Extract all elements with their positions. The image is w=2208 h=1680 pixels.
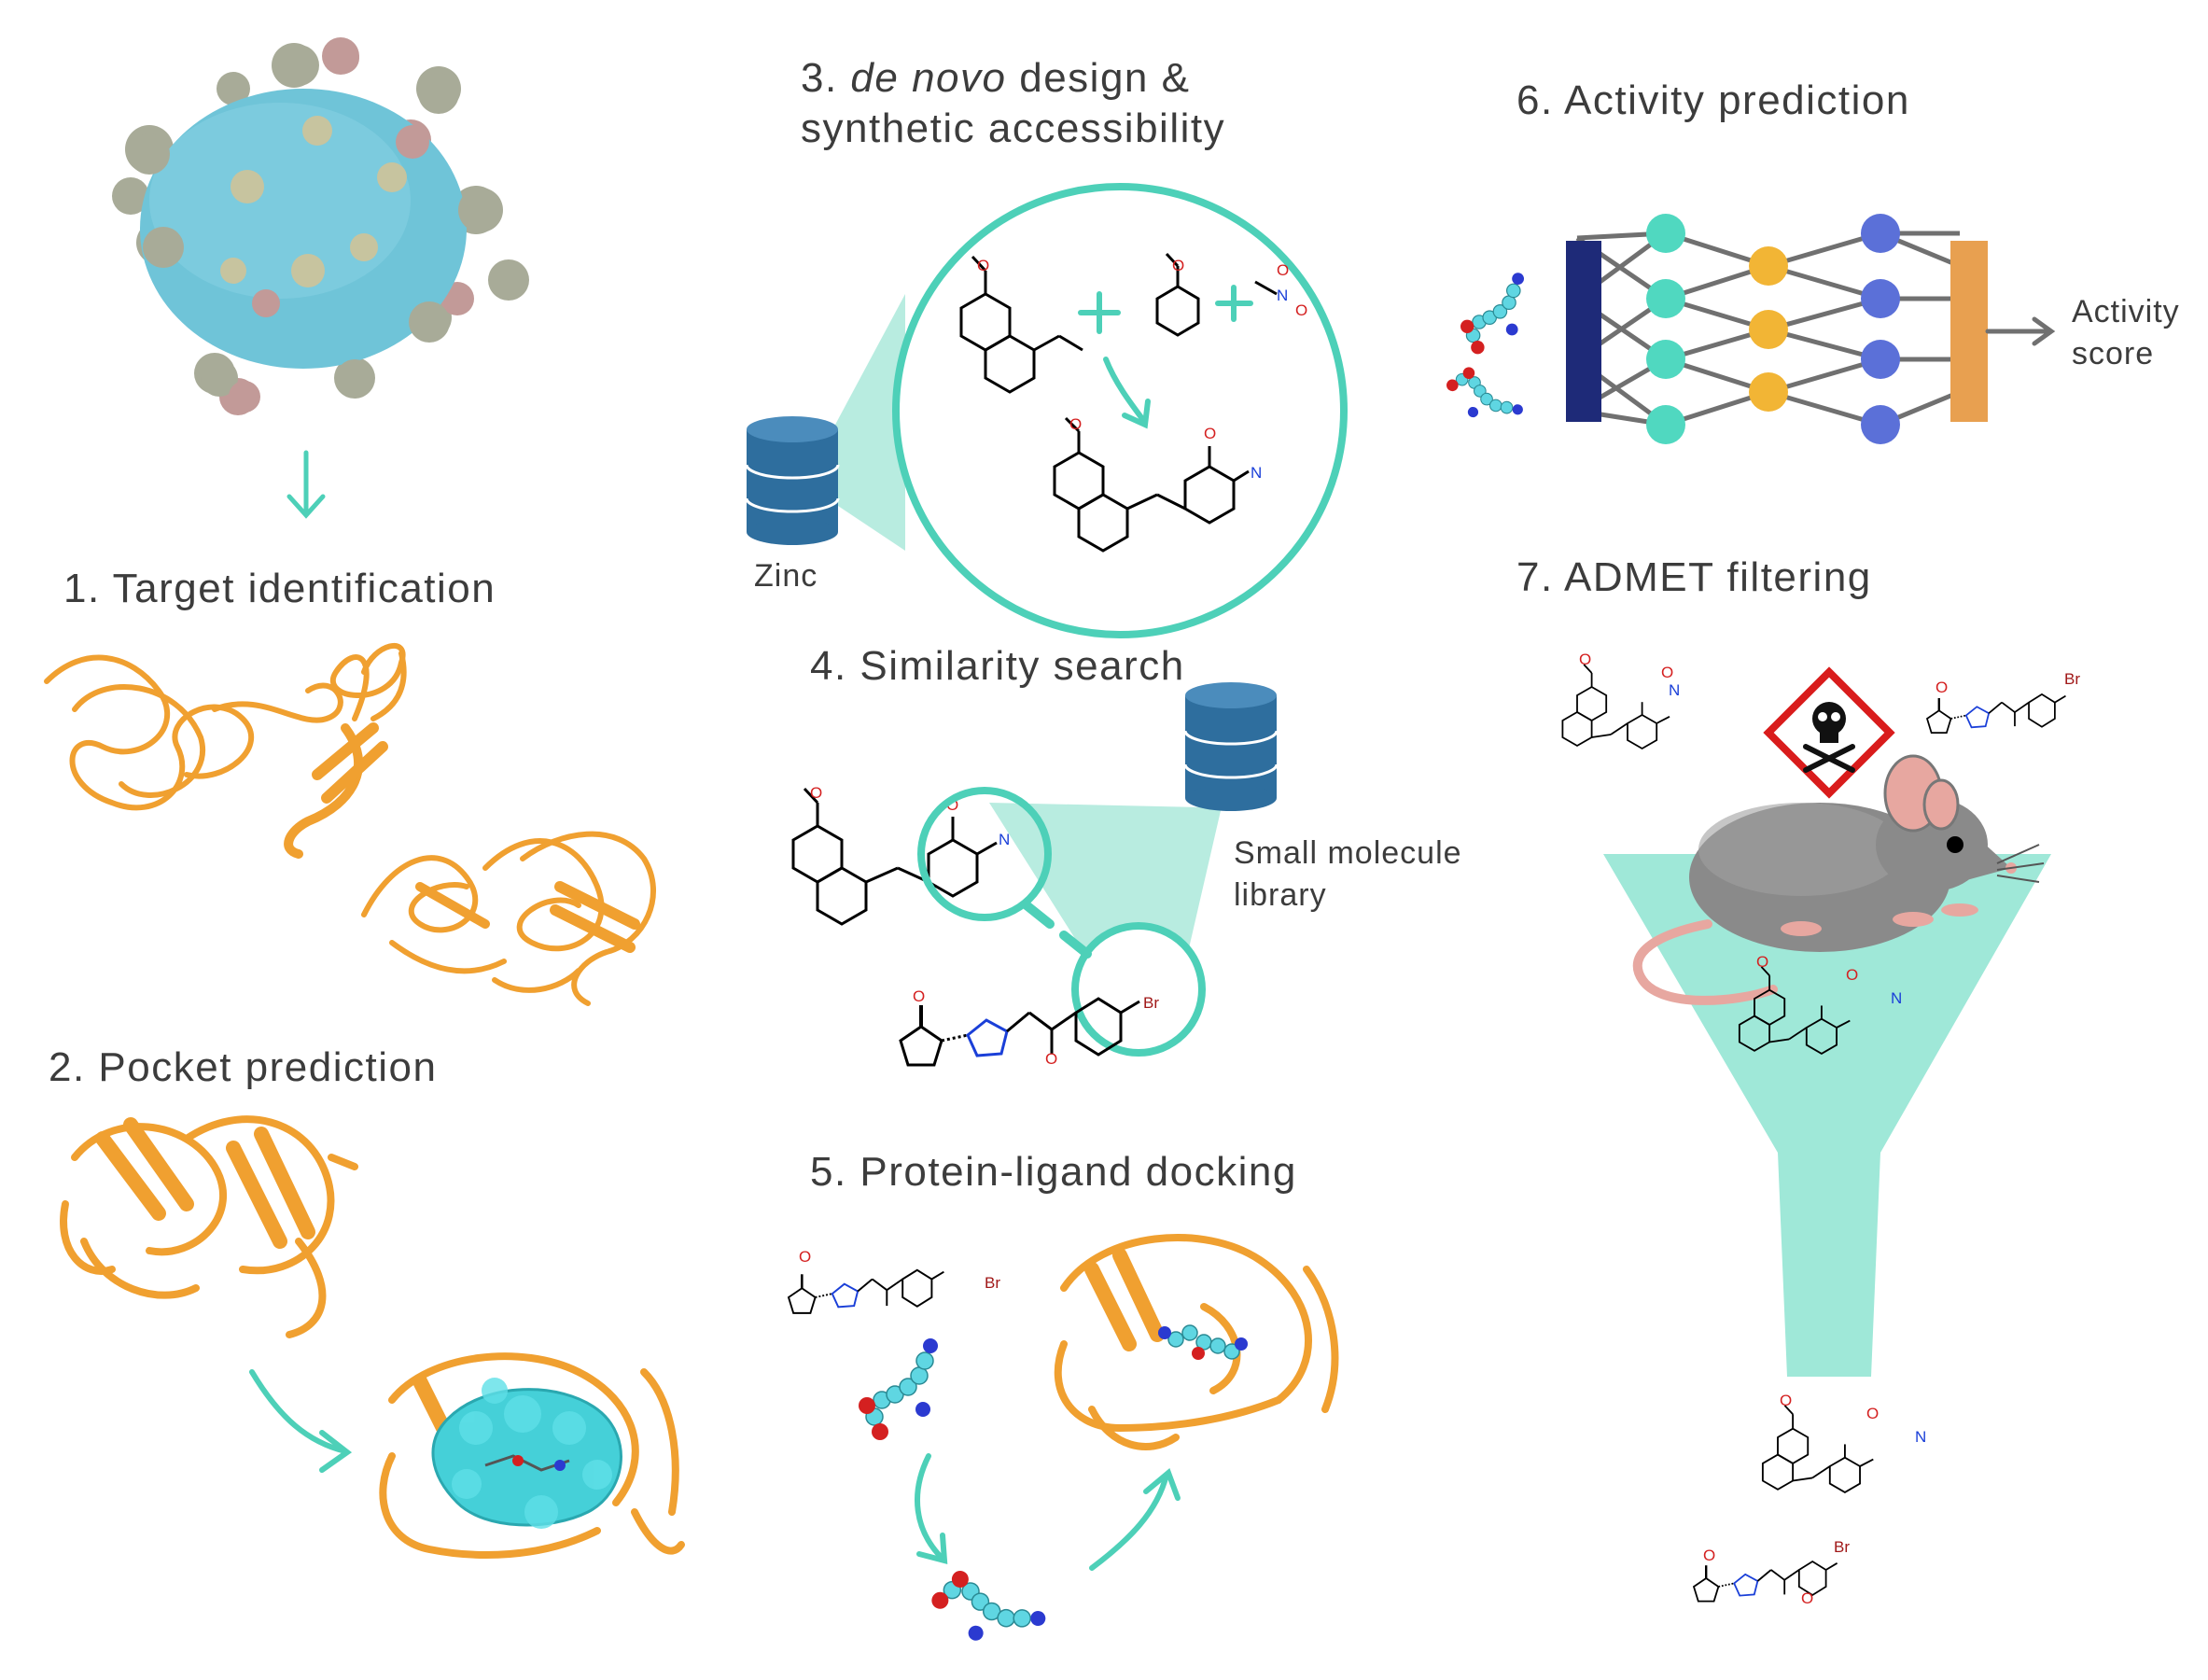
atom-n-6: N	[1915, 1428, 1926, 1446]
atom-o-11: O	[799, 1248, 811, 1266]
atom-n-3: N	[999, 831, 1010, 848]
protein-ribbon-before	[60, 1115, 358, 1338]
hit-highlight-circle	[1071, 922, 1206, 1057]
ligand-ball-model	[858, 1337, 939, 1441]
atom-o-17: O	[1780, 1392, 1792, 1409]
atom-n-5: N	[1891, 989, 1902, 1007]
atom-o-14: O	[1935, 679, 1948, 696]
zoom-cone	[835, 294, 905, 551]
atom-o-19: O	[1703, 1547, 1715, 1564]
query-molecule	[791, 787, 998, 926]
atom-o-10: O	[1045, 1050, 1057, 1068]
step-2-title: 2. Pocket prediction	[49, 1044, 437, 1090]
mouse-illustration	[1632, 754, 2045, 1005]
atom-o-16: O	[1846, 966, 1858, 984]
step-7-title: 7. ADMET filtering	[1516, 554, 1872, 600]
protein-ribbon-pocket	[379, 1352, 685, 1559]
down-arrow-icon	[286, 450, 326, 519]
library-database-icon	[1183, 682, 1279, 811]
atom-br-2: Br	[985, 1274, 1000, 1292]
atom-br-3: Br	[2064, 670, 2080, 688]
step-5-title: 5. Protein-ligand docking	[810, 1149, 1297, 1195]
toxic-hazard-icon	[1763, 666, 1895, 799]
plus-icon	[1078, 285, 1253, 334]
atom-n-2: N	[1251, 464, 1262, 482]
similarity-link	[1022, 901, 1092, 959]
ligand-ball-model-flat	[924, 1547, 1049, 1659]
query-highlight-circle	[917, 787, 1052, 921]
step-4-title: 4. Similarity search	[810, 643, 1185, 689]
library-label-line1: Small molecule	[1234, 835, 1462, 871]
atom-o-7: O	[810, 784, 822, 802]
reactant-nitro	[1254, 280, 1278, 296]
atom-o-1: O	[977, 257, 989, 274]
atom-o-4: O	[1295, 301, 1307, 319]
atom-o-3: O	[1277, 261, 1289, 279]
atom-br-4: Br	[1834, 1538, 1850, 1556]
docked-complex	[1054, 1234, 1339, 1450]
step-6-title: 6. Activity prediction	[1516, 77, 1910, 123]
protein-ribbon	[44, 643, 656, 1006]
virus-illustration	[112, 37, 529, 415]
atom-o-20: O	[1801, 1589, 1813, 1607]
step-3-title-line1: 3. de novo design &	[801, 55, 1190, 101]
atom-o-9: O	[913, 987, 925, 1005]
product-molecule	[1053, 416, 1250, 553]
atom-o-18: O	[1866, 1405, 1879, 1422]
docking-arrow-up-icon	[1089, 1467, 1181, 1571]
atom-o-6: O	[1204, 425, 1216, 442]
design-circle	[892, 183, 1348, 638]
step-1-title: 1. Target identification	[63, 566, 496, 611]
admet-molecule-top-left	[1561, 664, 1670, 749]
atom-o-15: O	[1756, 953, 1768, 971]
neural-network	[1566, 214, 2056, 444]
reactant-anisole	[1155, 252, 1200, 337]
activity-label-line1: Activity	[2072, 294, 2180, 329]
funnel	[1603, 854, 2051, 1377]
curved-arrow-icon	[249, 1369, 353, 1473]
atom-o-5: O	[1069, 415, 1082, 433]
activity-label-line2: score	[2072, 336, 2154, 371]
admet-molecule-top-right	[1925, 693, 2067, 735]
atom-o-2: O	[1172, 257, 1184, 274]
ligand-structure	[787, 1268, 945, 1315]
step-3-title-line2: synthetic accessibility	[801, 105, 1225, 151]
atom-o-13: O	[1661, 664, 1673, 681]
reactant-naphthalene	[959, 255, 1083, 394]
admet-output-molecule-2	[1692, 1560, 1838, 1603]
reaction-arrow-icon	[1103, 357, 1151, 429]
database-icon	[745, 416, 840, 545]
input-ligand-balls	[1443, 272, 1525, 427]
atom-br-1: Br	[1143, 994, 1159, 1012]
atom-n-4: N	[1669, 681, 1680, 699]
library-label-line2: library	[1234, 877, 1327, 913]
zinc-label: Zinc	[754, 558, 818, 594]
docking-arrow-down-icon	[915, 1453, 948, 1564]
atom-n-1: N	[1277, 287, 1288, 304]
admet-output-molecule-1	[1761, 1404, 1875, 1493]
atom-o-12: O	[1579, 651, 1591, 668]
